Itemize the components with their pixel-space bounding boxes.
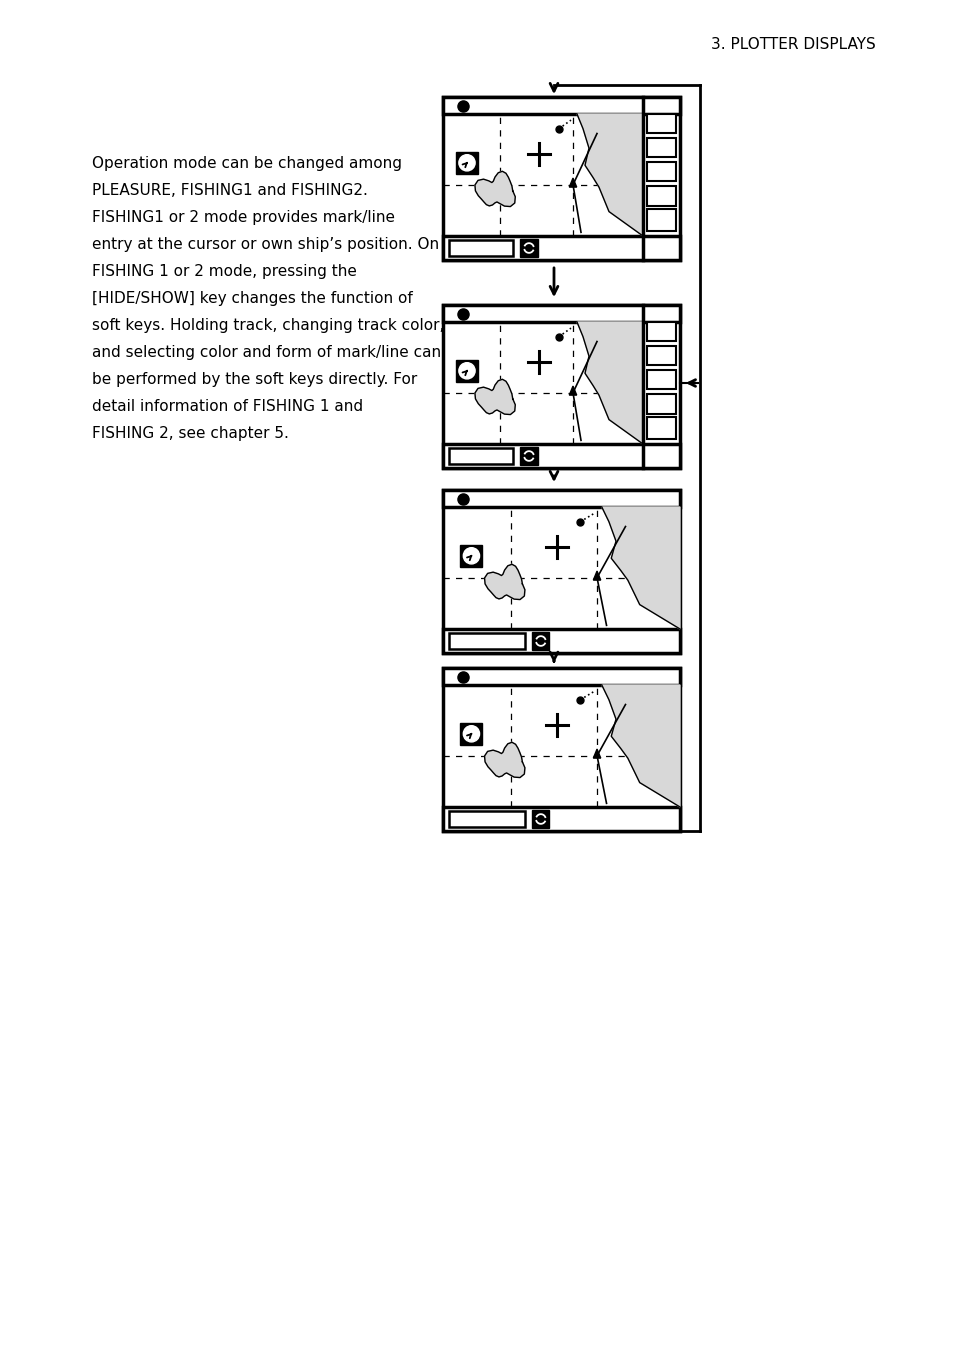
Bar [449,240,513,255]
Bar [460,723,482,744]
Bar [442,444,679,467]
Bar [449,811,524,827]
Polygon shape [475,172,515,207]
Text: FISHING 1 or 2 mode, pressing the: FISHING 1 or 2 mode, pressing the [91,263,356,280]
Circle shape [458,154,475,172]
Bar [442,490,679,507]
Bar [442,667,679,831]
Circle shape [463,725,479,742]
Text: be performed by the soft keys directly. For: be performed by the soft keys directly. … [91,372,416,386]
Text: [HIDE/SHOW] key changes the function of: [HIDE/SHOW] key changes the function of [91,290,413,305]
Text: PLEASURE, FISHING1 and FISHING2.: PLEASURE, FISHING1 and FISHING2. [91,182,368,199]
Circle shape [463,547,479,563]
Bar [442,305,679,322]
Polygon shape [569,178,576,186]
Text: and selecting color and form of mark/line can: and selecting color and form of mark/lin… [91,345,440,359]
Polygon shape [577,113,642,236]
Polygon shape [475,380,515,415]
Polygon shape [569,386,576,394]
Circle shape [458,362,475,378]
Bar [442,97,679,113]
Bar [532,632,549,650]
Bar [449,449,513,463]
Bar [646,394,676,413]
Polygon shape [593,748,600,758]
Bar [442,305,679,467]
Bar [442,490,679,653]
Bar [646,346,676,365]
Text: detail information of FISHING 1 and: detail information of FISHING 1 and [91,399,363,413]
Bar [646,370,676,389]
Bar [646,162,676,181]
Polygon shape [593,571,600,580]
Bar [646,209,676,231]
Bar [646,322,676,340]
Polygon shape [484,565,524,600]
Bar [519,447,537,465]
Polygon shape [601,685,679,807]
Polygon shape [577,322,642,444]
Bar [460,544,482,567]
Text: 3. PLOTTER DISPLAYS: 3. PLOTTER DISPLAYS [711,36,875,51]
Bar [646,186,676,205]
Bar [442,807,679,831]
Bar [646,113,676,134]
Bar [442,630,679,653]
Text: entry at the cursor or own ship’s position. On: entry at the cursor or own ship’s positi… [91,236,438,253]
Bar [442,236,679,259]
Text: Operation mode can be changed among: Operation mode can be changed among [91,155,401,172]
Bar [519,239,537,257]
Bar [442,667,679,685]
Polygon shape [601,507,679,630]
Bar [646,138,676,157]
Bar [532,811,549,828]
Bar [456,151,477,174]
Bar [646,417,676,439]
Bar [456,359,477,382]
Bar [442,97,679,259]
Polygon shape [484,742,524,778]
Text: FISHING1 or 2 mode provides mark/line: FISHING1 or 2 mode provides mark/line [91,209,395,226]
Text: soft keys. Holding track, changing track color,: soft keys. Holding track, changing track… [91,317,444,332]
Bar [449,634,524,648]
Text: FISHING 2, see chapter 5.: FISHING 2, see chapter 5. [91,426,289,440]
